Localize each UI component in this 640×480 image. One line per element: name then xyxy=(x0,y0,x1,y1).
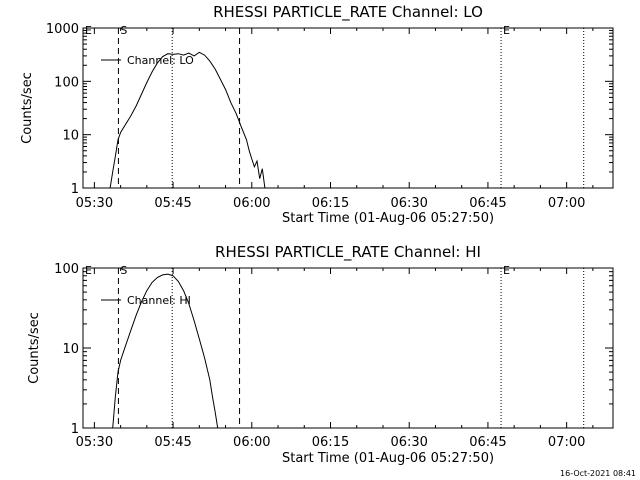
footer-timestamp: 16-Oct-2021 08:41 xyxy=(560,469,636,478)
x-tick-label: 06:00 xyxy=(233,196,270,211)
x-tick-label: 06:30 xyxy=(390,196,427,211)
y-tick-label: 1 xyxy=(71,422,79,437)
y-tick-label: 100 xyxy=(54,75,79,90)
legend-label: Channel: LO xyxy=(127,54,194,67)
x-tick-label: 05:45 xyxy=(154,435,191,450)
data-series-line xyxy=(109,51,266,189)
x-axis-label: Start Time (01-Aug-06 05:27:50) xyxy=(282,211,494,226)
y-tick-label: 10 xyxy=(62,129,79,144)
marker-label: S xyxy=(120,24,127,37)
x-tick-label: 06:15 xyxy=(312,196,349,211)
x-tick-label: 06:30 xyxy=(390,435,427,450)
x-tick-label: 07:00 xyxy=(548,196,585,211)
plot-frame xyxy=(82,267,614,429)
x-tick-label: 07:00 xyxy=(548,435,585,450)
y-tick-label: 10 xyxy=(62,342,79,357)
plot-frame xyxy=(82,27,614,189)
x-tick-label: 06:45 xyxy=(469,196,506,211)
data-series-line xyxy=(112,273,219,429)
x-tick-label: 05:30 xyxy=(76,435,113,450)
y-tick-label: 1000 xyxy=(46,22,79,37)
chart-title: RHESSI PARTICLE_RATE Channel: HI xyxy=(215,243,481,262)
x-tick-label: 05:30 xyxy=(76,196,113,211)
marker-label: S xyxy=(120,264,127,277)
x-tick-label: 05:45 xyxy=(154,196,191,211)
marker-label: E xyxy=(85,24,92,37)
marker-label: E xyxy=(503,264,510,277)
y-axis-label: Counts/sec xyxy=(20,72,35,144)
y-tick-label: 100 xyxy=(54,262,79,277)
marker-label: E xyxy=(85,264,92,277)
marker-label: E xyxy=(503,24,510,37)
chart-title: RHESSI PARTICLE_RATE Channel: LO xyxy=(213,3,483,22)
x-tick-label: 06:00 xyxy=(233,435,270,450)
legend-label: Channel: HI xyxy=(127,294,191,307)
x-tick-label: 06:15 xyxy=(312,435,349,450)
y-tick-label: 1 xyxy=(71,182,79,197)
y-axis-label: Counts/sec xyxy=(27,312,42,384)
x-axis-label: Start Time (01-Aug-06 05:27:50) xyxy=(282,451,494,466)
x-tick-label: 06:45 xyxy=(469,435,506,450)
